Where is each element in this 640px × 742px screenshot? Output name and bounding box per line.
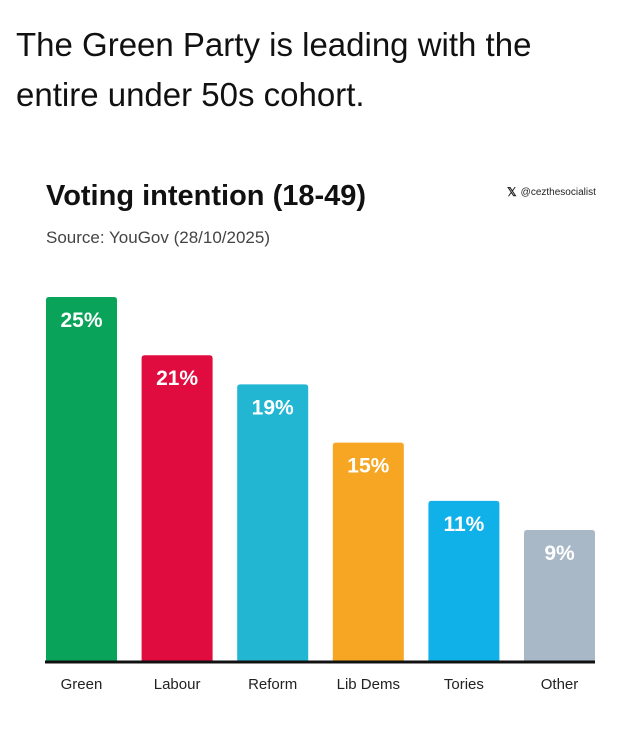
data-label: 25%	[60, 309, 102, 332]
bar-reform	[237, 384, 309, 661]
data-label: 9%	[544, 542, 575, 565]
category-label: Labour	[154, 676, 201, 693]
category-label: Lib Dems	[337, 676, 400, 693]
category-label: Tories	[444, 676, 484, 693]
data-label: 21%	[156, 367, 198, 390]
attribution: 𝕏 @cezthesocialist	[507, 185, 596, 199]
chart-source: Source: YouGov (28/10/2025)	[46, 228, 270, 247]
category-label: Green	[61, 676, 103, 693]
bar-green	[46, 297, 117, 661]
category-label: Reform	[248, 676, 297, 693]
bar-tories	[428, 500, 500, 661]
data-label: 15%	[347, 455, 389, 478]
data-label: 19%	[252, 396, 294, 419]
chart-title: Voting intention (18-49)	[46, 180, 367, 212]
post-text: The Green Party is leading with the enti…	[16, 26, 532, 113]
attribution-handle: @cezthesocialist	[520, 186, 596, 198]
category-label: Other	[541, 676, 579, 693]
bar-lib-dems	[332, 442, 404, 661]
bar-labour	[141, 355, 213, 661]
data-label: 11%	[443, 513, 484, 536]
x-logo-icon: 𝕏	[507, 185, 517, 199]
bar-other	[524, 529, 595, 661]
